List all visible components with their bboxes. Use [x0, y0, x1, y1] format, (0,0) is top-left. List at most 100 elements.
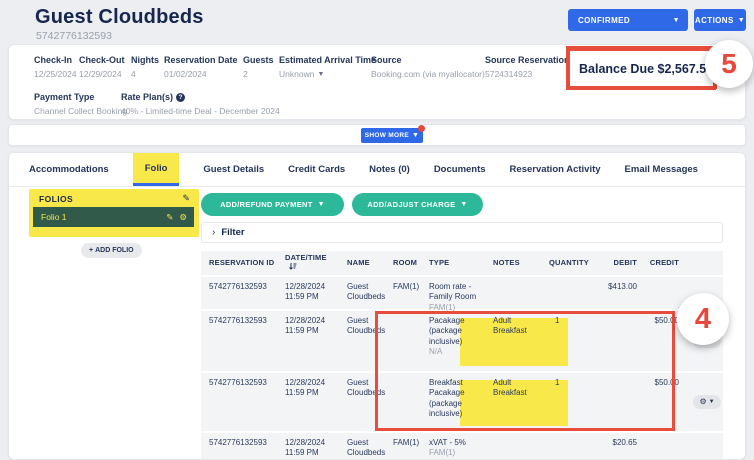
tab-guest-details[interactable]: Guest Details: [203, 164, 265, 175]
cell-credit: $50.00: [654, 316, 679, 325]
chevron-down-icon: ▼: [737, 16, 746, 24]
column-header[interactable]: TYPE: [429, 258, 450, 268]
chevron-down-icon: ▼: [460, 201, 468, 208]
field-label: Source: [371, 55, 402, 65]
folios-panel-title: FOLIOS: [39, 193, 74, 204]
cell-room: FAM(1): [393, 282, 420, 291]
highlight-block: [460, 318, 568, 366]
annotation-callout-4: 4: [677, 293, 729, 345]
add-folio-button[interactable]: + ADD FOLIO: [81, 243, 142, 258]
tab-documents[interactable]: Documents: [433, 164, 486, 175]
annotation-callout-5: 5: [705, 40, 753, 88]
add-folio-label: ADD FOLIO: [95, 247, 134, 254]
reservation-detail-card: Accommodations Folio Guest Details Credit C…: [8, 152, 746, 460]
show-more-strip: SHOW MORE ▼: [8, 124, 746, 146]
field-label: Check-In: [34, 55, 73, 65]
tab-email-messages[interactable]: Email Messages: [624, 164, 698, 175]
pencil-icon[interactable]: ✎: [166, 211, 174, 222]
column-header[interactable]: RESERVATION ID: [209, 258, 275, 268]
column-header[interactable]: CREDIT: [649, 258, 679, 268]
plus-icon: +: [89, 247, 94, 254]
field-value: 4: [131, 69, 136, 79]
cell-credit: $50.00: [654, 378, 679, 387]
cell-quantity: [541, 277, 595, 309]
chevron-down-icon: ▼: [317, 70, 325, 78]
field-value: Channel Collect Booking: [34, 106, 128, 116]
column-header[interactable]: DEBIT: [613, 258, 637, 268]
table-row: 5742776132593 12/28/2024 11:59 PM Guest Clo…: [201, 277, 723, 312]
cell-quantity: 1: [555, 378, 560, 387]
cell-actions: ⚙▼: [685, 373, 723, 431]
column-header[interactable]: DATE/TIME: [277, 248, 339, 279]
cell-name: Guest Cloudbeds: [347, 282, 386, 302]
cell-debit: [595, 311, 641, 371]
field-label: Nights: [131, 55, 159, 65]
tab-reservation-activity[interactable]: Reservation Activity: [509, 164, 601, 175]
show-more-button[interactable]: SHOW MORE ▼: [361, 128, 423, 143]
actions-button[interactable]: ACTIONS ▼: [694, 9, 746, 31]
cell-notes: Adult Breakfast: [493, 378, 527, 398]
summary-field: Source Booking.com (via myallocator): [371, 55, 485, 79]
summary-field: Reservation Date 01/02/2024: [164, 55, 238, 79]
cell-datetime: 12/28/2024 11:59 PM: [285, 438, 326, 458]
column-header[interactable]: QUANTITY: [549, 258, 589, 268]
summary-field: Source Reservation ID 5724314923: [485, 55, 581, 79]
field-value[interactable]: Unknown ▼: [279, 69, 325, 79]
chevron-down-icon: ▼: [412, 132, 420, 139]
field-label: Payment Type: [34, 92, 95, 102]
help-icon[interactable]: ?: [176, 92, 186, 102]
field-value: 12/25/2024: [34, 69, 77, 79]
gear-icon[interactable]: ⚙: [179, 211, 187, 222]
field-label: Reservation Date: [164, 55, 238, 65]
cell-notes: [485, 433, 541, 459]
edit-folios-icon[interactable]: ✎: [182, 193, 190, 203]
cell-reservation-id: 5742776132593: [209, 378, 267, 387]
reservation-number: 5742776132593: [36, 30, 112, 42]
cell-debit: [595, 373, 641, 431]
cell-room: [385, 373, 421, 431]
cell-credit: [641, 433, 685, 459]
cell-reservation-id: 5742776132593: [209, 316, 267, 325]
cell-datetime: 12/28/2024 11:59 PM: [285, 282, 326, 302]
folio-table: RESERVATION ID DATE/TIME NAME ROOM TYPE NOTES…: [201, 248, 723, 459]
tab-credit-cards[interactable]: Credit Cards: [288, 164, 346, 175]
tab-accommodations[interactable]: Accommodations: [29, 164, 109, 175]
row-gear-dropdown[interactable]: ⚙▼: [693, 395, 721, 409]
field-value: 2: [243, 69, 248, 79]
cell-debit: $20.65: [612, 438, 637, 447]
column-header[interactable]: ROOM: [393, 258, 418, 268]
chevron-down-icon: ▼: [317, 201, 325, 208]
summary-field: Check-In 12/25/2024: [34, 55, 77, 79]
folio-name: Folio 1: [41, 212, 67, 222]
filter-toggle[interactable]: › Filter: [201, 222, 723, 243]
add-refund-payment-button[interactable]: ADD/REFUND PAYMENT ▼: [201, 193, 344, 216]
field-label: Guests: [243, 55, 274, 65]
folio-item-selected[interactable]: Folio 1 ✎ ⚙: [33, 207, 194, 227]
table-row: 5742776132593 12/28/2024 11:59 PM Guest Clo…: [201, 311, 723, 373]
filter-label: Filter: [221, 227, 245, 238]
table-row: 5742776132593 12/28/2024 11:59 PM Guest Clo…: [201, 433, 723, 459]
balance-due-box: Balance Due $2,567.58: [567, 48, 717, 89]
summary-field: Estimated Arrival Time Unknown ▼: [279, 55, 376, 79]
chevron-right-icon: ›: [212, 227, 216, 238]
sort-icon[interactable]: [289, 262, 297, 274]
field-label: Rate Plan(s)?: [121, 92, 280, 102]
tab-bar: Accommodations Folio Guest Details Credit C…: [9, 153, 745, 187]
cell-quantity: 1: [555, 316, 560, 325]
gear-icon: ⚙: [699, 396, 707, 406]
tab-folio[interactable]: Folio: [132, 153, 180, 186]
tab-notes-0[interactable]: Notes (0): [369, 164, 410, 175]
cell-debit: $413.00: [608, 282, 637, 291]
status-dropdown[interactable]: CONFIRMED ▼: [568, 9, 688, 31]
column-header-actions: [685, 258, 723, 268]
cell-name: Guest Cloudbeds: [347, 438, 386, 458]
folios-panel: FOLIOS ✎ Folio 1 ✎ ⚙: [29, 189, 199, 237]
field-value: 01/02/2024: [164, 69, 207, 79]
column-header[interactable]: NOTES: [493, 258, 520, 268]
column-header[interactable]: NAME: [347, 258, 370, 268]
add-adjust-charge-button[interactable]: ADD/ADJUST CHARGE ▼: [352, 193, 483, 216]
field-value: 5724314923: [485, 69, 533, 79]
cell-type: Pacakage (package inclusive) N/A: [429, 316, 465, 357]
status-label: CONFIRMED: [578, 15, 631, 25]
field-value: 12/29/2024: [79, 69, 122, 79]
